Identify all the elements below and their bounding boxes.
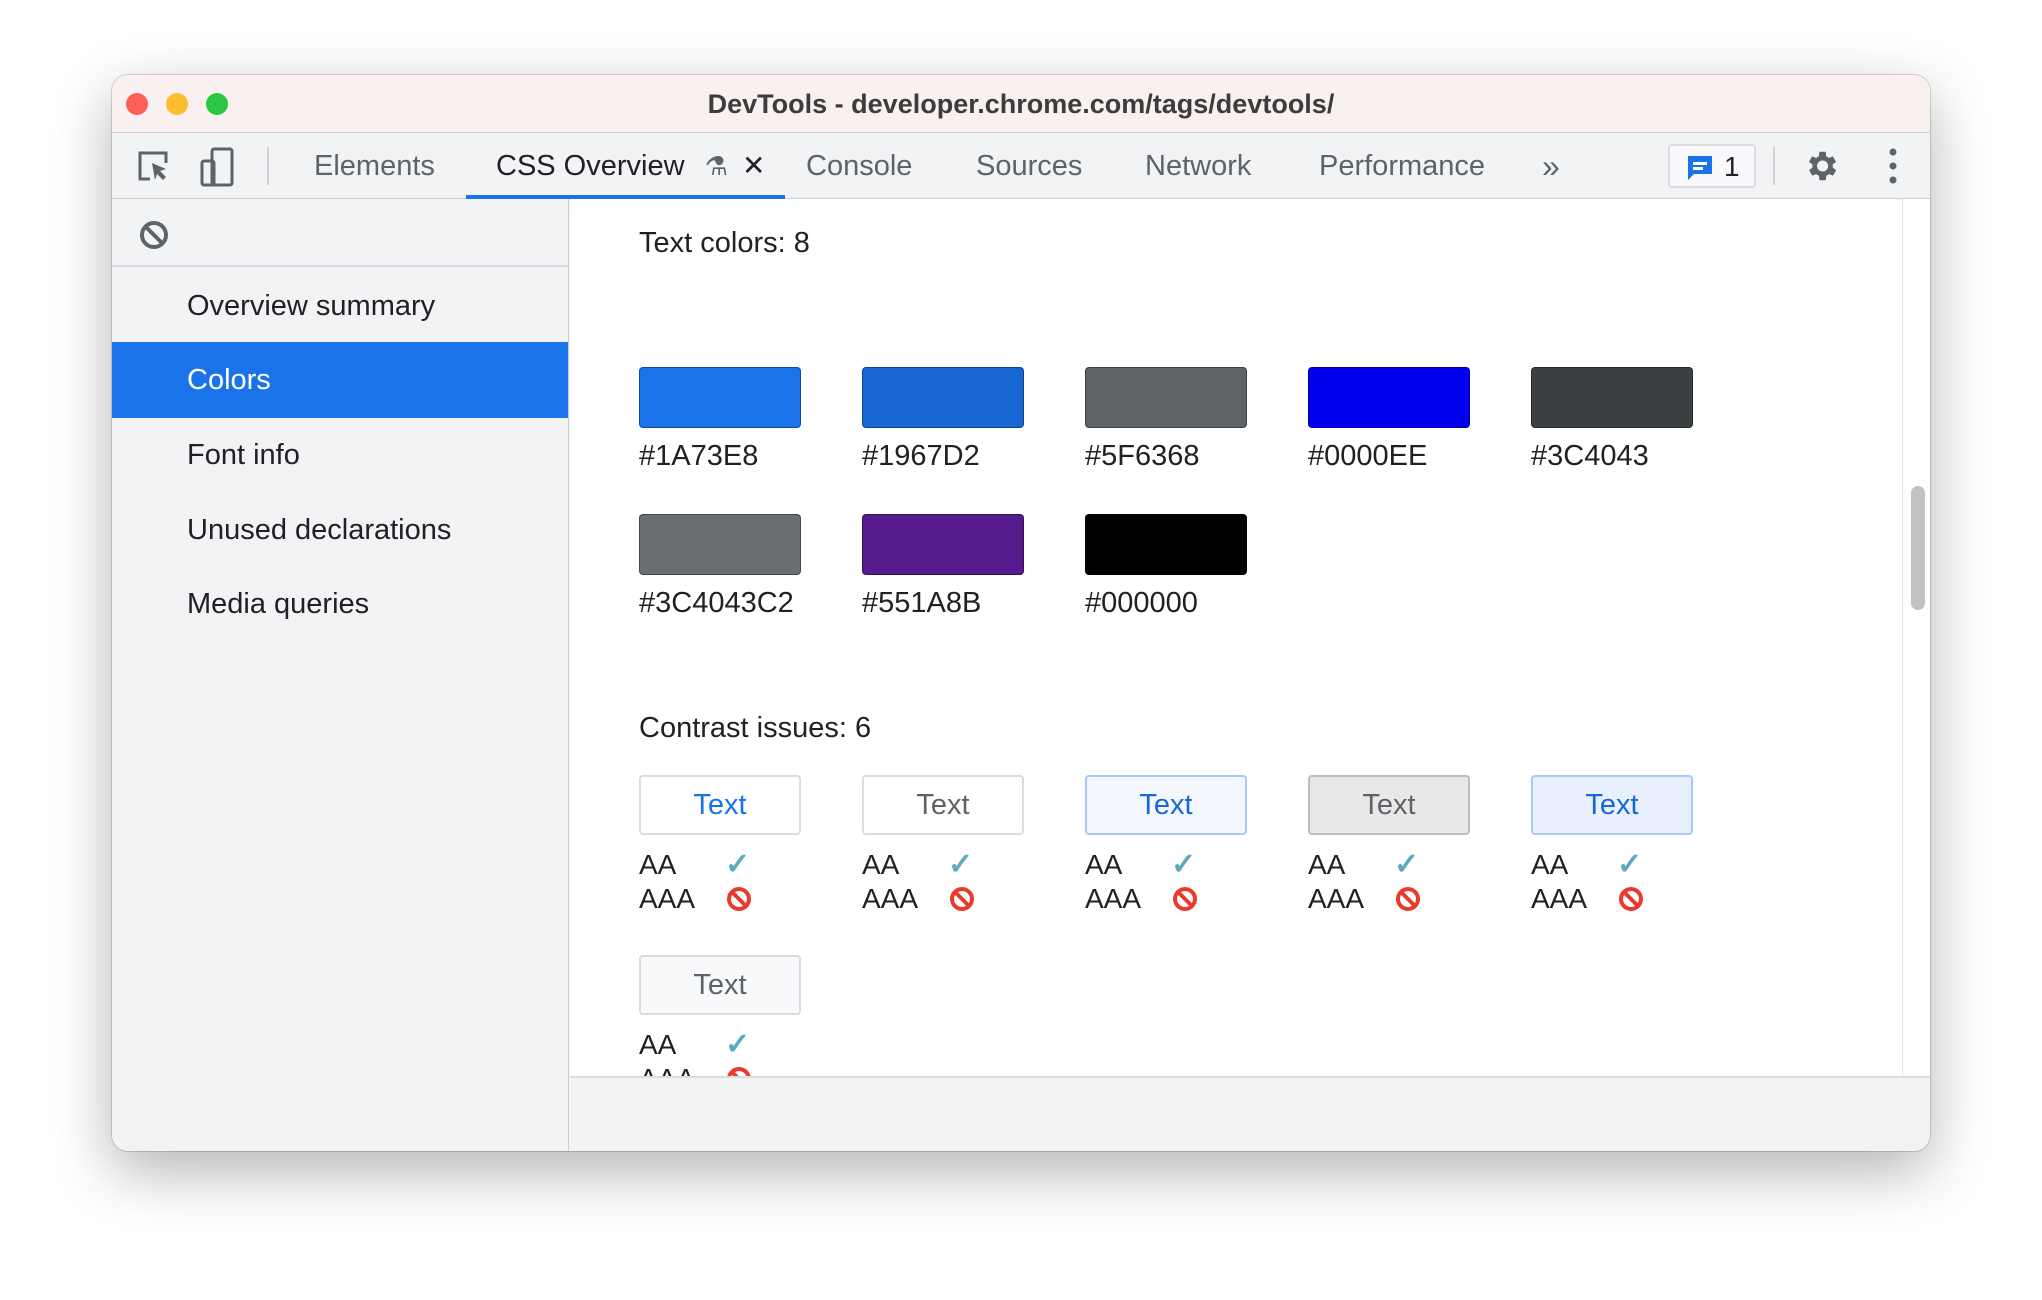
aa-pass-check-icon: ✓ — [1171, 848, 1197, 881]
color-hex-label: #1967D2 — [862, 440, 980, 472]
inspect-element-icon[interactable] — [136, 149, 172, 185]
scrollbar-thumb[interactable] — [1911, 486, 1925, 610]
experiment-flask-icon: ⚗ — [704, 151, 728, 181]
more-options-icon[interactable] — [1888, 147, 1898, 185]
color-swatch[interactable] — [639, 514, 801, 575]
maximize-window-button[interactable] — [206, 93, 228, 115]
aaa-fail-block-icon — [1396, 887, 1420, 911]
color-hex-label: #3C4043C2 — [639, 587, 794, 619]
minimize-window-button[interactable] — [166, 93, 188, 115]
aaa-label: AAA — [639, 883, 696, 914]
device-toolbar-icon[interactable] — [200, 147, 236, 187]
close-window-button[interactable] — [126, 93, 148, 115]
aa-label: AA — [1308, 849, 1346, 880]
contrast-issues-heading: Contrast issues: 6 — [639, 712, 872, 744]
aaa-label: AAA — [1308, 883, 1365, 914]
bottom-panel — [570, 1076, 1930, 1151]
aa-pass-check-icon: ✓ — [1617, 848, 1643, 881]
aa-pass-check-icon: ✓ — [948, 848, 974, 881]
sidebar-item-media-queries[interactable]: Media queries — [187, 588, 370, 620]
color-hex-label: #3C4043 — [1531, 440, 1649, 472]
aa-label: AA — [1531, 849, 1569, 880]
contrast-issue-preview[interactable]: Text — [1531, 775, 1693, 835]
aaa-label: AAA — [862, 883, 919, 914]
aaa-fail-block-icon — [1619, 887, 1643, 911]
text-colors-heading: Text colors: 8 — [639, 227, 810, 259]
color-swatch[interactable] — [1085, 367, 1247, 428]
contrast-issue-preview[interactable]: Text — [639, 955, 801, 1015]
aaa-fail-block-icon — [1173, 887, 1197, 911]
tab-performance[interactable]: Performance — [1319, 150, 1486, 182]
color-hex-label: #0000EE — [1308, 440, 1428, 472]
tab-network[interactable]: Network — [1145, 150, 1252, 182]
color-hex-label: #5F6368 — [1085, 440, 1200, 472]
color-swatch[interactable] — [862, 367, 1024, 428]
color-swatch[interactable] — [1308, 367, 1470, 428]
aa-label: AA — [1085, 849, 1123, 880]
color-hex-label: #000000 — [1085, 587, 1198, 619]
sidebar-item-colors[interactable]: Colors — [112, 342, 568, 418]
sidebar-item-font-info[interactable]: Font info — [187, 439, 300, 471]
tab-label: CSS Overview — [496, 150, 685, 182]
sidebar-item-overview-summary[interactable]: Overview summary — [187, 290, 436, 322]
aa-pass-check-icon: ✓ — [725, 1028, 751, 1061]
contrast-issue-preview[interactable]: Text — [1308, 775, 1470, 835]
sidebar-item-unused-declarations[interactable]: Unused declarations — [187, 514, 452, 546]
tab-console[interactable]: Console — [806, 150, 913, 182]
tab-elements[interactable]: Elements — [314, 150, 435, 182]
aa-label: AA — [639, 1029, 677, 1060]
message-icon — [1688, 156, 1712, 180]
css-overview-sidebar: Overview summary Colors Font info Unused… — [112, 199, 569, 1151]
colors-panel: Text colors: 8 Contrast issues: 6 #1A73E… — [570, 199, 1930, 1094]
issues-count: 1 — [1724, 151, 1740, 182]
color-swatch[interactable] — [639, 367, 801, 428]
aa-label: AA — [639, 849, 677, 880]
aaa-fail-block-icon — [950, 887, 974, 911]
color-hex-label: #1A73E8 — [639, 440, 759, 472]
color-swatch[interactable] — [862, 514, 1024, 575]
aa-label: AA — [862, 849, 900, 880]
window-title: DevTools - developer.chrome.com/tags/dev… — [707, 89, 1335, 119]
aaa-label: AAA — [1085, 883, 1142, 914]
tab-css-overview[interactable]: CSS Overview ⚗ ✕ — [465, 133, 786, 199]
issues-button[interactable]: 1 — [1668, 144, 1756, 188]
settings-gear-icon[interactable] — [1802, 147, 1840, 185]
scrollbar[interactable] — [1902, 199, 1930, 1076]
color-swatch[interactable] — [1085, 514, 1247, 575]
contrast-issue-preview[interactable]: Text — [862, 775, 1024, 835]
contrast-issue-preview[interactable]: Text — [1085, 775, 1247, 835]
color-hex-label: #551A8B — [862, 587, 982, 619]
close-tab-icon[interactable]: ✕ — [741, 150, 766, 181]
aa-pass-check-icon: ✓ — [1394, 848, 1420, 881]
clear-overview-icon[interactable] — [138, 219, 170, 251]
aa-pass-check-icon: ✓ — [725, 848, 751, 881]
more-tabs-icon[interactable]: » — [1542, 148, 1560, 184]
tab-sources[interactable]: Sources — [976, 150, 1083, 182]
contrast-issue-preview[interactable]: Text — [639, 775, 801, 835]
title-bar: DevTools - developer.chrome.com/tags/dev… — [112, 75, 1930, 133]
aaa-fail-block-icon — [727, 887, 751, 911]
devtools-window: DevTools - developer.chrome.com/tags/dev… — [112, 75, 1930, 1151]
devtools-toolbar: Elements CSS Overview ⚗ ✕ Console Source… — [112, 133, 1930, 199]
aaa-label: AAA — [1531, 883, 1588, 914]
color-swatch[interactable] — [1531, 367, 1693, 428]
